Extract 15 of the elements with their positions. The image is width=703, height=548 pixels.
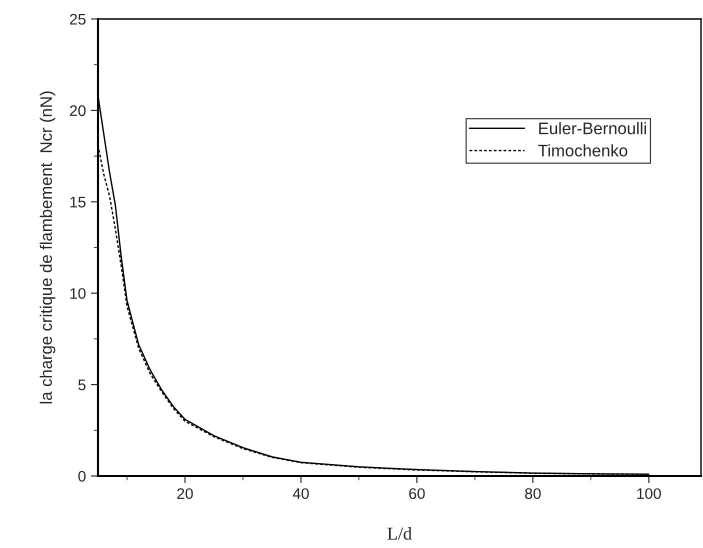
y-tick-label: 10 xyxy=(70,288,86,299)
y-tick-label: 20 xyxy=(70,105,86,116)
x-tick-label: 100 xyxy=(637,488,661,500)
legend-label: Timochenko xyxy=(538,144,628,157)
x-tick-label: 60 xyxy=(409,488,425,500)
x-axis-title: L/d xyxy=(387,527,412,540)
y-tick-label: 25 xyxy=(70,14,86,25)
x-tick-label: 20 xyxy=(177,488,193,500)
y-tick-label: 5 xyxy=(78,380,86,390)
y-axis-title: la charge critique de flambement Ncr (nN) xyxy=(40,92,56,404)
y-tick-label: 15 xyxy=(70,196,86,208)
legend-label: Euler-Bernoulli xyxy=(539,122,646,134)
y-tick-label: 0 xyxy=(78,470,86,482)
x-tick-label: 80 xyxy=(525,488,541,500)
x-tick-label: 40 xyxy=(292,488,309,500)
